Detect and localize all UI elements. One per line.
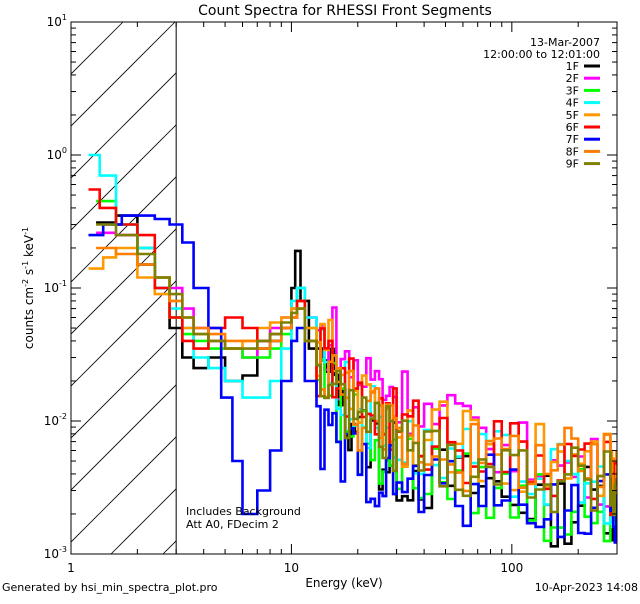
footer-generated-by: Generated by hsi_min_spectra_plot.pro: [2, 581, 218, 594]
y-tick-label: 10-2: [44, 412, 67, 428]
x-tick-label: 100: [500, 561, 523, 575]
hatch-line: [71, 22, 124, 75]
legend-label: 7F: [566, 133, 579, 146]
series-line-9f: [96, 223, 617, 517]
legend-label: 9F: [566, 158, 579, 171]
x-tick-label: 1: [67, 561, 75, 575]
hatch-line: [71, 124, 177, 231]
annotation-attenuator: Att A0, FDecim 2: [186, 518, 279, 531]
axes-layer: 1 10 100 10-3 10-2 10-1 100 101: [44, 13, 618, 575]
hatch-line: [71, 228, 177, 335]
hatch-line: [71, 22, 176, 127]
hatch-line: [71, 72, 177, 179]
legend-label: 4F: [566, 97, 579, 110]
footer-timestamp: 10-Apr-2023 14:08: [534, 581, 638, 594]
legend-label: 8F: [566, 145, 579, 158]
chart-title: Count Spectra for RHESSI Front Segments: [198, 3, 492, 19]
legend-label: 6F: [566, 121, 579, 134]
x-tick-label: 10: [284, 561, 299, 575]
hatch-line: [71, 280, 177, 387]
legend-label: 2F: [566, 72, 579, 85]
y-tick-label: 10-1: [44, 279, 67, 295]
y-axis-label: counts cm-2 s-1 keV-1: [21, 227, 36, 349]
legend-label: 3F: [566, 84, 579, 97]
series-line-4f: [88, 153, 617, 525]
series-line-8f: [96, 246, 617, 502]
y-tick-label: 100: [47, 146, 67, 162]
annotation-time-range: 12:00:00 to 12:01:00: [483, 48, 600, 61]
hatch-line: [71, 384, 177, 491]
hatch-line: [71, 436, 177, 543]
annotation-date: 13-Mar-2007: [530, 36, 600, 49]
legend-label: 1F: [566, 60, 579, 73]
hatch-line: [110, 488, 177, 554]
y-tick-label: 10-3: [44, 545, 67, 561]
y-tick-label: 101: [47, 13, 67, 29]
series-line-6f: [88, 188, 617, 517]
annotation-background: Includes Background: [186, 505, 301, 518]
x-axis-label: Energy (keV): [305, 576, 382, 590]
series-layer: [88, 153, 617, 548]
legend-label: 5F: [566, 109, 579, 122]
